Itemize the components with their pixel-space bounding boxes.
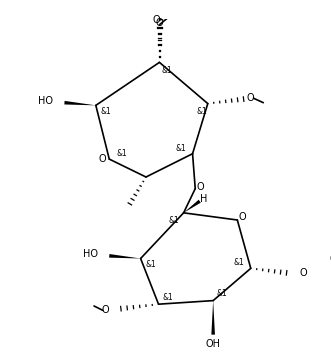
Text: O: O [246,93,254,103]
Text: HO: HO [38,96,53,106]
Text: HO: HO [83,249,98,259]
Text: O: O [197,182,205,192]
Text: O: O [156,18,163,28]
Text: &1: &1 [168,215,179,225]
Text: O: O [152,15,160,25]
Text: O: O [329,254,331,264]
Text: O: O [98,154,106,164]
Text: O: O [299,268,307,278]
Polygon shape [109,254,141,258]
Text: &1: &1 [175,144,186,153]
Text: &1: &1 [196,107,207,116]
Text: &1: &1 [117,149,127,158]
Text: &1: &1 [217,289,227,298]
Text: O: O [102,305,109,316]
Text: O: O [239,212,247,222]
Text: &1: &1 [146,260,157,269]
Text: OH: OH [206,339,221,349]
Text: &1: &1 [161,66,172,75]
Polygon shape [212,301,215,335]
Text: H: H [200,194,207,205]
Text: &1: &1 [162,293,173,301]
Text: &1: &1 [100,107,111,116]
Text: &1: &1 [234,258,245,268]
Polygon shape [64,101,96,105]
Polygon shape [184,200,201,213]
